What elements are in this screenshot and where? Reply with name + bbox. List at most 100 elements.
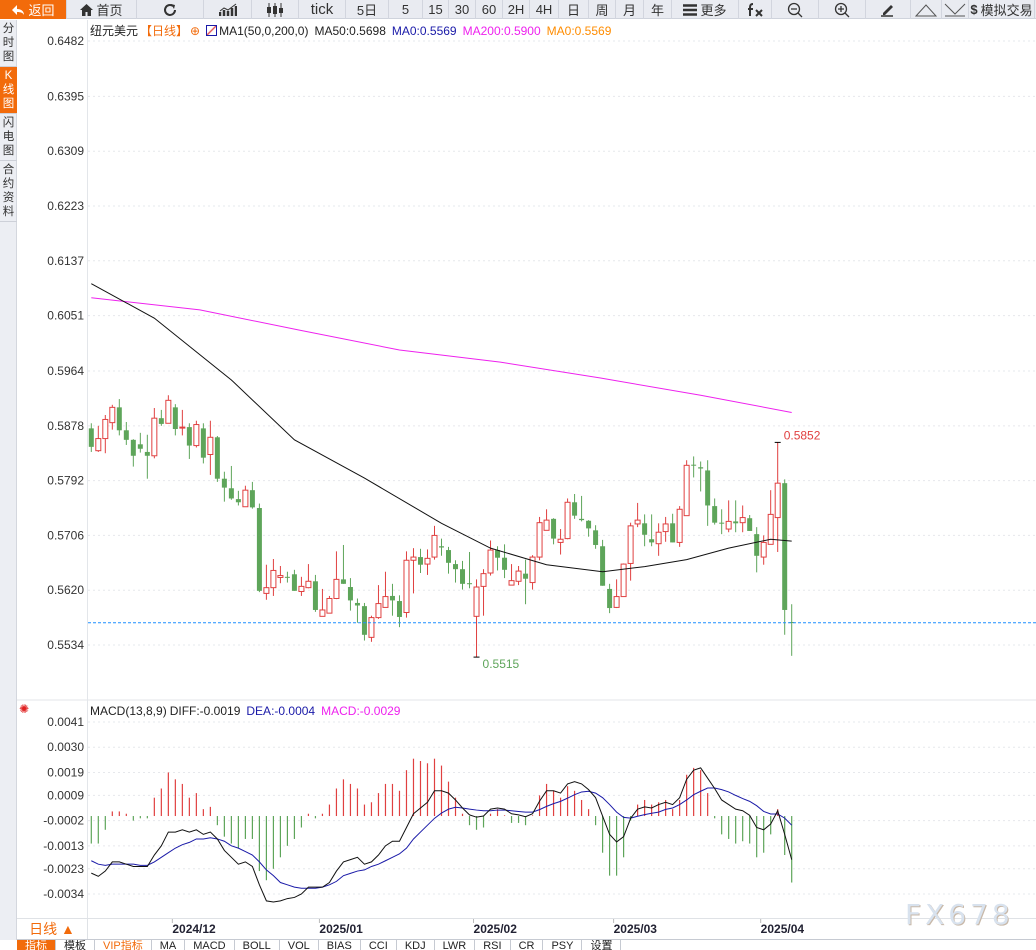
price-tick-label: 0.6223 — [47, 199, 84, 213]
sidebar-tab-contract-info[interactable]: 合约资料 — [0, 161, 17, 222]
toolbar-button-item-16[interactable]: 年 — [644, 0, 672, 19]
candle-body — [467, 583, 473, 585]
crosshair-icon[interactable]: ⊕ — [190, 23, 201, 38]
candle — [172, 404, 178, 436]
candle-body — [705, 470, 711, 506]
toolbar-button-label: 模拟交易 — [980, 3, 1033, 18]
toolbar-button-item-12[interactable]: 4H — [530, 0, 559, 19]
candle — [396, 595, 402, 628]
toolbar-button-triangle-up[interactable] — [911, 0, 942, 19]
candle — [186, 423, 192, 459]
indicator-tabs: 指标 模板 VIP指标 MA MACD BOLL VOL BIAS CCI KDJ LWR RSI CR… — [17, 939, 1036, 950]
view-sidebar: 分时图 K线图 闪电图 合约资料 — [0, 20, 17, 940]
candle-body — [523, 573, 529, 579]
candle-body — [725, 520, 732, 530]
candle — [256, 503, 262, 593]
toolbar-button-refresh[interactable] — [137, 0, 204, 19]
indicator-tab-6[interactable]: VOL — [280, 940, 319, 950]
indicator-tab-5[interactable]: BOLL — [235, 940, 280, 950]
sidebar-tab-flash[interactable]: 闪电图 — [0, 114, 17, 161]
candle — [607, 583, 613, 614]
candle — [144, 434, 150, 479]
main-legend: 纽元美元 【日线】 ⊕ MA1(50,0,200,0) MA50:0.5698 … — [90, 22, 611, 39]
candle — [151, 407, 158, 459]
date-axis — [17, 918, 1036, 939]
candle-body — [340, 579, 346, 584]
indicator-tab-9[interactable]: KDJ — [397, 940, 435, 950]
candle-body — [782, 483, 788, 610]
candle — [683, 460, 690, 517]
candle — [705, 460, 711, 526]
toolbar-button-item-10[interactable]: 60 — [476, 0, 503, 19]
toolbar-button-item-5[interactable]: tick — [299, 0, 346, 19]
toolbar-button-triangle-down[interactable] — [942, 0, 969, 19]
toolbar-button-item-24[interactable]: $ 模拟交易 — [969, 0, 1035, 19]
indicator-tab-0[interactable]: 指标 — [17, 940, 56, 950]
watermark-logo: FX678 — [905, 898, 1014, 931]
candle-body — [446, 550, 452, 563]
macd-settings-icon[interactable]: ✺ — [19, 702, 30, 716]
candle-body — [88, 428, 94, 447]
indicator-tab-8[interactable]: CCI — [361, 940, 397, 950]
candle — [767, 490, 774, 545]
indicator-tab-10[interactable]: LWR — [435, 940, 476, 950]
candle-body — [165, 399, 172, 424]
candle-body — [123, 430, 129, 440]
candle — [270, 558, 277, 596]
indicator-tab-1[interactable]: 模板 — [56, 940, 95, 950]
toolbar-button-zoom-in[interactable] — [819, 0, 866, 19]
candle — [242, 485, 249, 508]
toolbar-button-item-17[interactable]: 更多 — [672, 0, 739, 19]
indicator-tab-3[interactable]: MA — [152, 940, 186, 950]
candle — [620, 563, 627, 598]
candle-body — [676, 508, 683, 543]
ma0-value-2: MA0:0.5569 — [546, 23, 612, 38]
indicator-icon[interactable] — [206, 25, 218, 36]
diff-line — [91, 767, 793, 903]
toolbar-button-zoom-out[interactable] — [772, 0, 819, 19]
macd-tick-label: -0.0023 — [43, 862, 84, 876]
sidebar-tab-timeshare[interactable]: 分时图 — [0, 20, 17, 67]
toolbar-button-item-13[interactable]: 日 — [559, 0, 589, 19]
sidebar-tab-kline[interactable]: K线图 — [0, 67, 17, 114]
toolbar-button-item-11[interactable]: 2H — [503, 0, 530, 19]
candle-body — [733, 521, 739, 524]
macd-tick-label: -0.0002 — [43, 814, 84, 828]
candle — [165, 395, 172, 424]
toolbar-button-item-1[interactable]: 首页 — [67, 0, 137, 19]
toolbar-button-candlestick[interactable] — [252, 0, 299, 19]
indicator-tab-13[interactable]: PSY — [543, 940, 583, 950]
indicator-tab-4[interactable]: MACD — [185, 940, 235, 950]
indicator-tab-11[interactable]: RSI — [475, 940, 511, 950]
candle — [193, 420, 200, 448]
toolbar-button-pen[interactable] — [866, 0, 911, 19]
toolbar-button-item-0[interactable]: 返回 — [0, 0, 67, 19]
toolbar-button-item-15[interactable]: 月 — [616, 0, 644, 19]
macd-dea: DEA:-0.0004 — [246, 704, 316, 718]
toolbar-button-label: 更多 — [700, 3, 727, 18]
candle — [109, 404, 116, 430]
candle — [600, 539, 606, 586]
toolbar-button-item-9[interactable]: 30 — [449, 0, 476, 19]
indicator-tab-7[interactable]: BIAS — [319, 940, 361, 950]
toolbar-button-item-14[interactable]: 周 — [589, 0, 616, 19]
candle — [158, 409, 164, 426]
indicator-tab-2[interactable]: VIP指标 — [95, 940, 152, 950]
toolbar-button-item-8[interactable]: 15 — [423, 0, 449, 19]
candle-body — [410, 556, 417, 561]
period-selector[interactable]: 日线 ▲ — [17, 919, 88, 939]
candle — [446, 546, 452, 574]
indicator-tab-12[interactable]: CR — [511, 940, 544, 950]
toolbar-button-item-6[interactable]: 5日 — [346, 0, 389, 19]
candle — [725, 500, 732, 533]
toolbar-button-item-7[interactable]: 5 — [389, 0, 423, 19]
low-price-label: 0.5515 — [483, 657, 520, 671]
period-label[interactable]: 【日线】 — [140, 24, 189, 38]
toolbar-button-fx[interactable] — [739, 0, 772, 19]
toolbar-button-line-chart[interactable] — [204, 0, 252, 19]
candle — [439, 538, 444, 556]
candle — [179, 409, 186, 436]
indicator-tab-14[interactable]: 设置 — [582, 940, 622, 950]
date-tick-label: 2025/02 — [474, 922, 518, 936]
